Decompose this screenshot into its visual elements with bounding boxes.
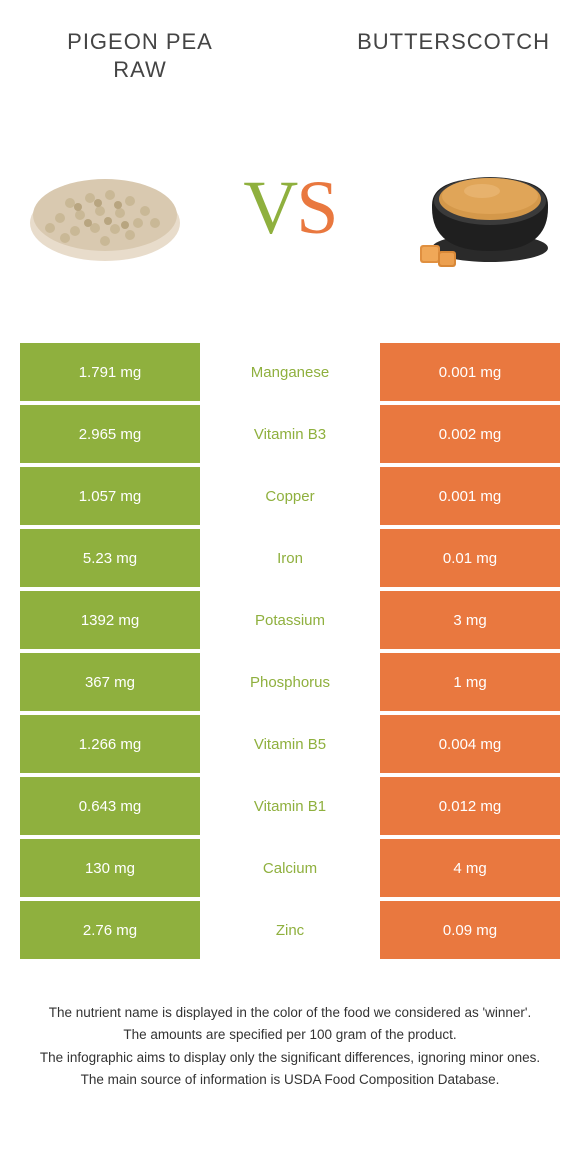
table-row: 1.791 mgManganese0.001 mg <box>20 343 560 401</box>
footnotes: The nutrient name is displayed in the co… <box>0 963 580 1090</box>
footnote-line: The amounts are specified per 100 gram o… <box>30 1025 550 1045</box>
cell-right-value: 0.002 mg <box>380 405 560 463</box>
vs-v: V <box>243 166 296 250</box>
cell-left-value: 0.643 mg <box>20 777 200 835</box>
cell-nutrient-name: Copper <box>200 467 380 525</box>
cell-left-value: 1.791 mg <box>20 343 200 401</box>
cell-right-value: 0.001 mg <box>380 467 560 525</box>
vs-s: S <box>296 166 336 250</box>
food-right-image <box>390 133 560 283</box>
cell-nutrient-name: Vitamin B1 <box>200 777 380 835</box>
cell-left-value: 1.266 mg <box>20 715 200 773</box>
table-row: 2.965 mgVitamin B30.002 mg <box>20 405 560 463</box>
table-row: 1392 mgPotassium3 mg <box>20 591 560 649</box>
cell-nutrient-name: Zinc <box>200 901 380 959</box>
cell-left-value: 130 mg <box>20 839 200 897</box>
cell-nutrient-name: Manganese <box>200 343 380 401</box>
cell-nutrient-name: Vitamin B5 <box>200 715 380 773</box>
food-right-title: Butterscotch <box>290 28 550 83</box>
table-row: 367 mgPhosphorus1 mg <box>20 653 560 711</box>
table-row: 1.266 mgVitamin B50.004 mg <box>20 715 560 773</box>
food-left-image <box>20 133 190 283</box>
cell-left-value: 2.965 mg <box>20 405 200 463</box>
cell-right-value: 0.09 mg <box>380 901 560 959</box>
cell-right-value: 0.01 mg <box>380 529 560 587</box>
cell-nutrient-name: Iron <box>200 529 380 587</box>
nutrient-table: 1.791 mgManganese0.001 mg2.965 mgVitamin… <box>20 343 560 959</box>
cell-nutrient-name: Phosphorus <box>200 653 380 711</box>
food-right-line1: Butterscotch <box>357 29 550 54</box>
cell-right-value: 0.001 mg <box>380 343 560 401</box>
food-left-line2: raw <box>113 57 167 82</box>
header: Pigeon pea raw Butterscotch <box>0 0 580 83</box>
table-row: 2.76 mgZinc0.09 mg <box>20 901 560 959</box>
cell-left-value: 1392 mg <box>20 591 200 649</box>
cell-nutrient-name: Vitamin B3 <box>200 405 380 463</box>
table-row: 0.643 mgVitamin B10.012 mg <box>20 777 560 835</box>
table-row: 5.23 mgIron0.01 mg <box>20 529 560 587</box>
vs-label: VS <box>243 165 336 252</box>
cell-right-value: 3 mg <box>380 591 560 649</box>
footnote-line: The infographic aims to display only the… <box>30 1048 550 1068</box>
cell-left-value: 367 mg <box>20 653 200 711</box>
cell-right-value: 1 mg <box>380 653 560 711</box>
cell-left-value: 5.23 mg <box>20 529 200 587</box>
table-row: 130 mgCalcium4 mg <box>20 839 560 897</box>
images-row: VS <box>0 83 580 343</box>
footnote-line: The nutrient name is displayed in the co… <box>30 1003 550 1023</box>
food-left-line1: Pigeon pea <box>67 29 213 54</box>
cell-nutrient-name: Calcium <box>200 839 380 897</box>
cell-right-value: 0.004 mg <box>380 715 560 773</box>
cell-left-value: 2.76 mg <box>20 901 200 959</box>
food-left-title: Pigeon pea raw <box>30 28 250 83</box>
cell-nutrient-name: Potassium <box>200 591 380 649</box>
table-row: 1.057 mgCopper0.001 mg <box>20 467 560 525</box>
cell-left-value: 1.057 mg <box>20 467 200 525</box>
cell-right-value: 0.012 mg <box>380 777 560 835</box>
cell-right-value: 4 mg <box>380 839 560 897</box>
footnote-line: The main source of information is USDA F… <box>30 1070 550 1090</box>
